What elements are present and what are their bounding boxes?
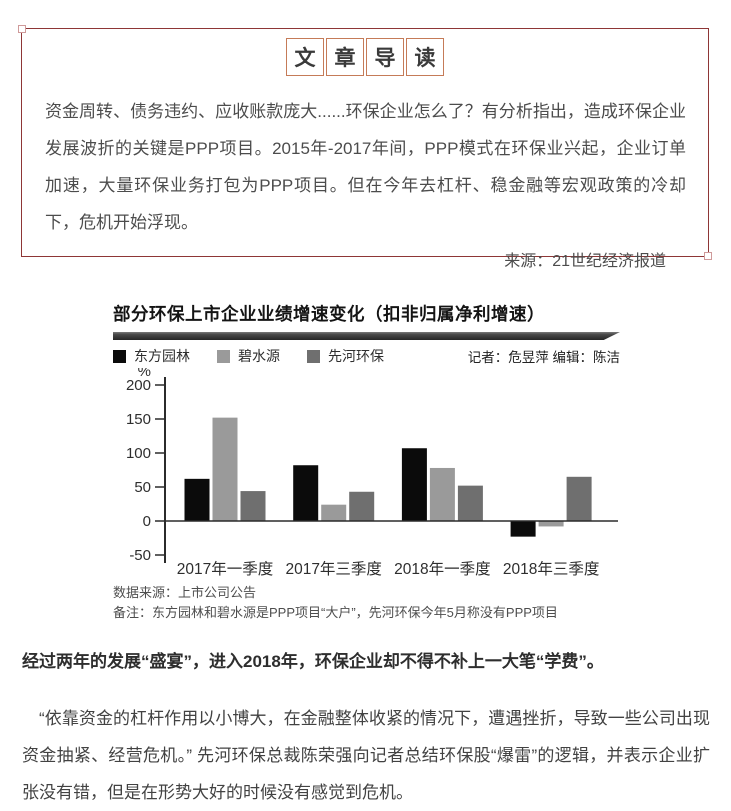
article-source: 来源：21世纪经济报道: [504, 253, 666, 270]
bar: [212, 417, 238, 521]
chart-credits: 记者：危昱萍 编辑：陈洁: [467, 350, 620, 365]
legend-item: 先河环保: [307, 346, 384, 366]
guide-title: 文 章 导 读: [22, 38, 708, 76]
quote-paragraph: “依靠资金的杠杆作用以小博大，在金融整体收紧的情况下，遭遇挫折，导致一些公司出现…: [22, 709, 710, 802]
article-page: { "intro_box": { "title_chars": ["文", "章…: [18, 25, 712, 802]
performance-chart: 部分环保上市企业业绩增速变化（扣非归属净利增速） 东方园林 碧水源 先河环保 记者：…: [113, 301, 620, 623]
legend-item: 东方园林: [113, 346, 190, 366]
legend-label: 碧水源: [238, 348, 280, 364]
bar: [293, 465, 319, 521]
y-tick-label: -50: [129, 547, 151, 564]
x-category-label: 2017年三季度: [285, 560, 381, 578]
bar: [321, 504, 347, 521]
bar: [349, 491, 375, 521]
bar: [240, 491, 266, 521]
corner-fold-top-left: [18, 25, 26, 33]
y-tick-label: 200: [126, 377, 151, 394]
guide-title-char: 读: [406, 38, 444, 76]
chart-source-note: 数据来源：上市公司公告: [113, 585, 257, 600]
bar: [401, 448, 427, 521]
chart-notes: 数据来源：上市公司公告 备注：东方园林和碧水源是PPP项目“大户”，先河环保今年…: [113, 583, 620, 623]
chart-title: 部分环保上市企业业绩增速变化（扣非归属净利增速）: [113, 304, 545, 324]
guide-title-char: 章: [326, 38, 364, 76]
chart-remark-note: 备注：东方园林和碧水源是PPP项目“大户”，先河环保今年5月称没有PPP项目: [113, 605, 558, 620]
bar: [429, 467, 455, 521]
intro-paragraph: 资金周转、债务违约、应收账款庞大......环保企业怎么了？有分析指出，造成环保…: [45, 102, 686, 232]
chart-legend: 东方园林 碧水源 先河环保: [113, 346, 384, 366]
bar: [184, 478, 210, 521]
corner-fold-bottom-right: [704, 252, 712, 260]
guide-title-char: 文: [286, 38, 324, 76]
legend-swatch: [307, 349, 320, 363]
y-tick-label: 50: [134, 479, 151, 496]
y-tick-label: 100: [126, 445, 151, 462]
bar: [510, 521, 536, 537]
x-category-label: 2018年三季度: [503, 560, 599, 578]
y-unit-label: %: [138, 368, 151, 380]
x-category-label: 2018年一季度: [394, 560, 490, 578]
article-guide-box: 文 章 导 读 资金周转、债务违约、应收账款庞大......环保企业怎么了？有分…: [18, 25, 712, 270]
x-category-label: 2017年一季度: [177, 560, 273, 578]
ribbon-bar: [113, 332, 620, 340]
legend-label: 先河环保: [328, 348, 384, 364]
legend-label: 东方园林: [134, 348, 190, 364]
legend-swatch: [217, 349, 230, 363]
guide-title-char: 导: [366, 38, 404, 76]
legend-swatch: [113, 349, 126, 363]
y-tick-label: 150: [126, 411, 151, 428]
bar: [538, 521, 564, 527]
bar: [457, 485, 483, 521]
bar: [566, 476, 592, 521]
chart-legend-row: 东方园林 碧水源 先河环保 记者：危昱萍 编辑：陈洁: [113, 346, 620, 366]
legend-item: 碧水源: [217, 346, 280, 366]
bar-chart: 200 150 100 50 0 -50% 2017年一季度 2017年三季度 2018年一季度…: [126, 368, 618, 578]
y-tick-label: 0: [143, 513, 151, 530]
lead-paragraph: 经过两年的发展“盛宴”，进入2018年，环保企业却不得不补上一大笔“学费”。: [22, 652, 604, 671]
